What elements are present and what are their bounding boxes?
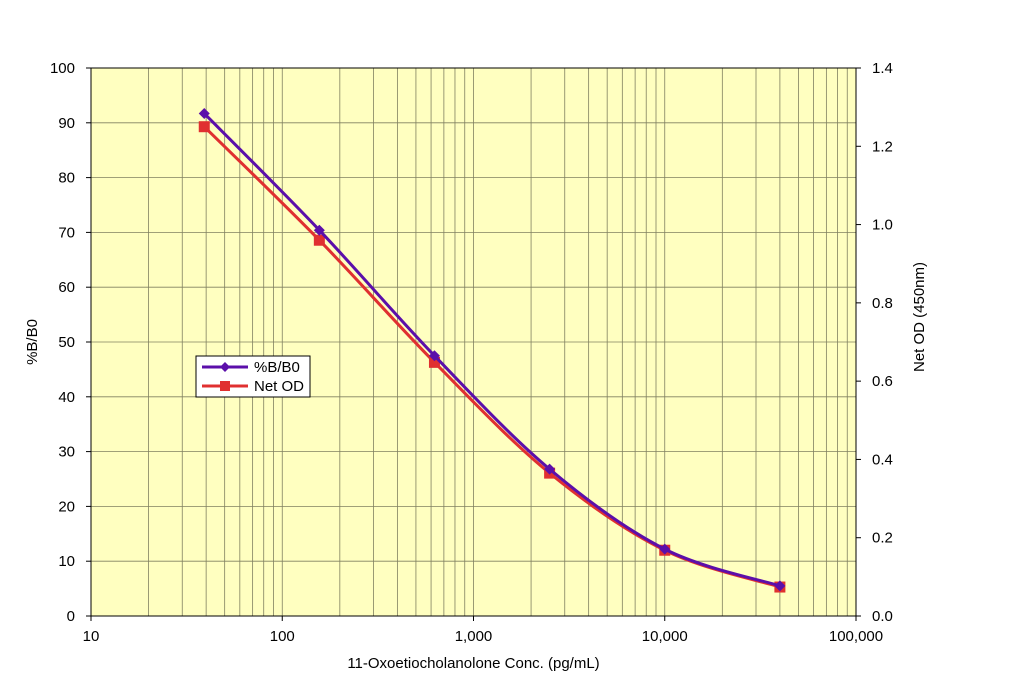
legend-box [195, 355, 311, 398]
point-net-od [428, 356, 440, 368]
y-left-tick-label: 30 [58, 444, 75, 461]
y-left-tick-label: 100 [50, 60, 75, 77]
point-net-od [313, 234, 325, 246]
y-left-tick-label: 60 [58, 279, 75, 296]
point-bb0 [774, 580, 786, 592]
y-right-tick-label: 0.4 [872, 451, 893, 468]
y-left-tick-label: 90 [58, 115, 75, 132]
y-right-tick-label: 1.4 [872, 60, 893, 77]
y-left-tick-label: 50 [58, 334, 75, 351]
x-tick-label: 10,000 [642, 628, 688, 645]
y-left-tick-label: 80 [58, 170, 75, 187]
y-right-tick-label: 0.8 [872, 295, 893, 312]
point-bb0 [659, 543, 671, 555]
legend-marker-square [220, 381, 230, 391]
x-tick-label: 100,000 [829, 628, 883, 645]
y-left-tick-label: 20 [58, 498, 75, 515]
y-right-tick-label: 1.2 [872, 138, 893, 155]
y-left-tick-label: 40 [58, 389, 75, 406]
series [198, 107, 786, 593]
legend-marker-diamond [220, 362, 230, 372]
y-axis-left-label: %B/B0 [24, 319, 41, 365]
point-bb0 [544, 463, 556, 475]
legend-label-net-od: Net OD [254, 378, 304, 395]
gridlines [91, 68, 856, 616]
series-line-bb0 [203, 112, 781, 588]
x-tick-label: 100 [270, 628, 295, 645]
y-axis-right-label: Net OD (450nm) [911, 262, 928, 372]
y-left-tick-label: 10 [58, 553, 75, 570]
x-tick-label: 1,000 [455, 628, 493, 645]
axes: 10 100 1,000 10,000 100,000 0 10 20 30 40 50 60 70 80… [50, 60, 893, 645]
y-left-tick-label: 70 [58, 224, 75, 241]
point-bb0 [313, 224, 325, 236]
legend-label-bb0: %B/B0 [254, 359, 300, 376]
y-right-tick-label: 0.2 [872, 530, 893, 547]
y-right-tick-label: 1.0 [872, 217, 893, 234]
legend: %B/B0 Net OD [195, 355, 311, 398]
x-tick-label: 10 [83, 628, 100, 645]
y-left-tick-label: 0 [67, 608, 75, 625]
point-bb0 [428, 350, 440, 362]
point-net-od [198, 121, 210, 133]
point-bb0 [198, 107, 210, 119]
x-axis-label: 11-Oxoetiocholanolone Conc. (pg/mL) [347, 655, 599, 672]
y-right-tick-label: 0.6 [872, 373, 893, 390]
y-right-tick-label: 0.0 [872, 608, 893, 625]
